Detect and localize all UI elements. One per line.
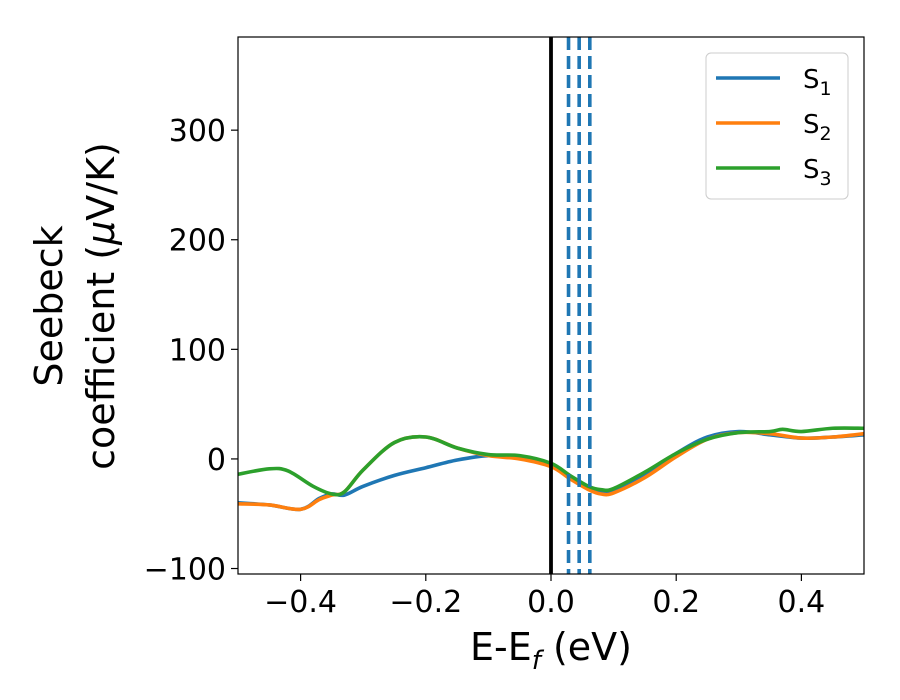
y-tick-label: 200 [169,224,226,259]
y-tick-label: −100 [144,553,226,588]
y-tick-label: 100 [169,333,226,368]
legend-box [705,52,849,200]
x-tick-label: 0.0 [527,585,575,620]
legend: S1 S2 S3 [705,52,849,200]
x-tick-label: −0.2 [389,585,462,620]
y-tick-label: 0 [207,443,226,478]
y-axis-label: Seebeck coefficient (μV/K) [27,142,123,470]
legend-label-s1: S1 [803,65,832,100]
y-axis-label-line2: coefficient (μV/K) [79,142,123,470]
legend-label-s2: S2 [803,110,832,145]
x-axis-label: E-Ef (eV) [470,625,632,676]
x-tick-label: 0.4 [778,585,826,620]
series-line-s3 [238,426,864,497]
vline-layer [549,37,592,574]
legend-label-s3: S3 [803,155,832,190]
x-tick-label: 0.2 [652,585,700,620]
x-ticks: −0.4 −0.2 0.0 0.2 0.4 [264,574,825,620]
y-axis-label-line1: Seebeck [27,225,71,386]
y-tick-label: 300 [169,114,226,149]
y-ticks: −100 0 100 200 300 [144,114,238,588]
x-tick-label: −0.4 [264,585,337,620]
